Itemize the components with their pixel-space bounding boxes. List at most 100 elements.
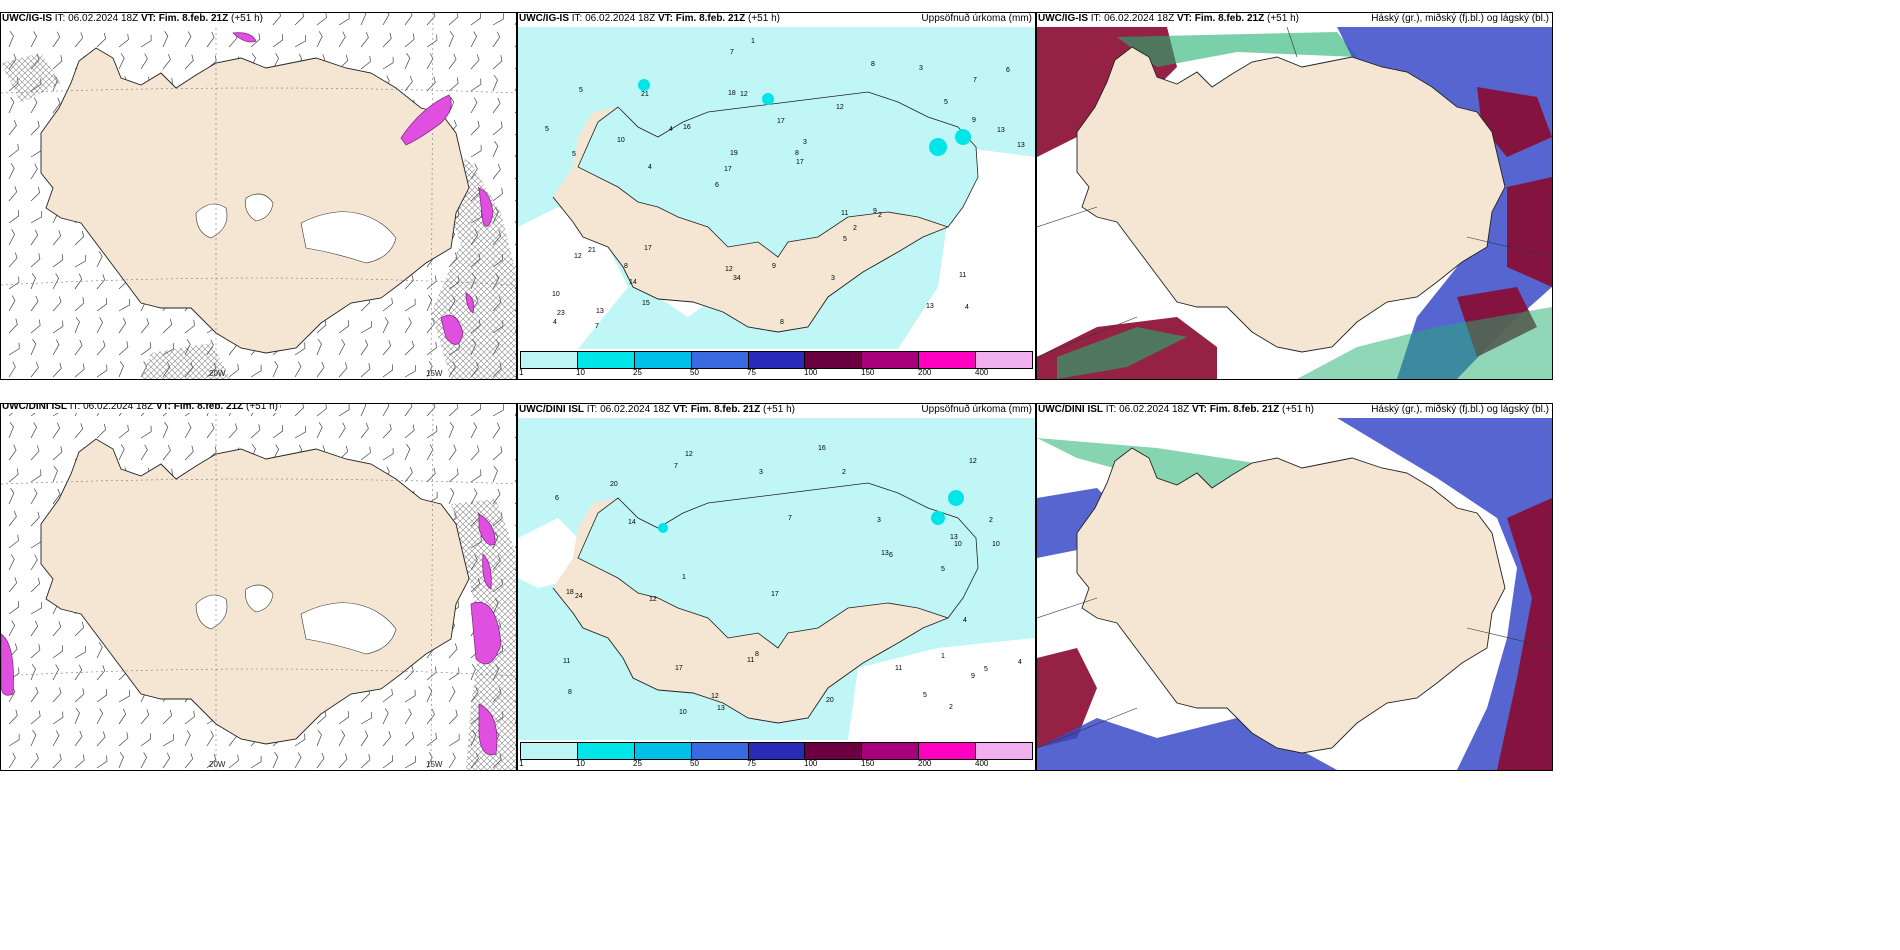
colorbar-swatch [521,352,578,368]
panel-title: UWC/DINI ISL IT: 06.02.2024 18Z VT: Fim.… [1038,404,1316,416]
colorbar-label: 25 [633,759,642,768]
precip-value-label: 13 [717,705,725,712]
colorbar-swatch [919,743,977,759]
precip-value-label: 17 [796,159,804,166]
precip-value-label: 9 [772,263,776,270]
map-panel-ig-precip: UWC/IG-IS IT: 06.02.2024 18Z VT: Fim. 8.… [517,12,1036,380]
colorbar-label: 10 [576,368,585,377]
precip-value-label: 7 [595,323,599,330]
precip-value-label: 2 [842,469,846,476]
precip-value-label: 12 [685,451,693,458]
precip-value-label: 4 [648,164,652,171]
colorbar-label: 1 [519,759,524,768]
precip-value-label: 9 [972,117,976,124]
precip-value-label: 1 [941,653,945,660]
precip-value-label: 17 [724,166,732,173]
precip-value-label: 4 [965,304,969,311]
precip-value-label: 5 [944,99,948,106]
precip-value-label: 17 [644,245,652,252]
precip-value-label: 8 [780,319,784,326]
precip-value-label: 6 [1006,67,1010,74]
panel-field-label: Háský (gr.), miðský (fj.bl.) og lágský (… [1371,13,1549,25]
precip-value-label: 20 [610,481,618,488]
precip-value-label: 8 [624,263,628,270]
panel-field-label: Uppsöfnuð úrkoma (mm) [921,13,1032,25]
precip-value-label: 12 [969,458,977,465]
precip-value-label: 7 [788,515,792,522]
colorbar-label: 75 [747,368,756,377]
precip-value-label: 2 [878,212,882,219]
wind-map[interactable]: 20W 15W [1,404,516,770]
precip-value-label: 1 [682,574,686,581]
precip-value-label: 10 [679,709,687,716]
colorbar-swatch [748,352,806,368]
precip-value-label: 5 [545,126,549,133]
precip-value-label: 14 [629,279,637,286]
map-panel-dini-wind: UWC/DINI ISL IT: 06.02.2024 18Z VT: Fim.… [0,403,517,771]
precip-value-label: 4 [669,126,673,133]
panel-field-label: Háský (gr.), miðský (fj.bl.) og lágský (… [1371,404,1549,416]
precip-value-label: 12 [740,91,748,98]
map-panel-dini-precip: UWC/DINI ISL IT: 06.02.2024 18Z VT: Fim.… [517,403,1036,771]
precip-value-label: 12 [836,104,844,111]
precip-colorbar: 1 10 25 50 75 100 150 200 400 [518,349,1035,379]
precip-value-label: 16 [683,124,691,131]
colorbar-label: 100 [804,368,818,377]
precip-value-label: 4 [963,617,967,624]
colorbar-swatch [577,743,635,759]
precip-value-label: 34 [733,275,741,282]
map-panel-ig-wind: UWC/IG-IS IT: 06.02.2024 18Z VT: Fim. 8.… [0,12,517,380]
colorbar-swatch [862,743,920,759]
colorbar-swatch [634,743,692,759]
colorbar-swatch [805,743,863,759]
colorbar-label: 50 [690,368,699,377]
colorbar-label: 100 [804,759,818,768]
cloud-map[interactable] [1037,27,1552,379]
colorbar-swatch [577,352,635,368]
precip-value-label: 11 [563,658,570,665]
colorbar-label: 50 [690,759,699,768]
precip-map[interactable]: 1 2 5 7 8 12 13 17 12 14 10 6 5 13 11 20 9 7 8 10 18 24 20 13 12… [518,418,1035,740]
colorbar-swatch [691,352,749,368]
precip-value-label: 2 [949,704,953,711]
precip-value-label: 17 [675,665,683,672]
precip-value-label: 13 [997,127,1005,134]
colorbar-swatch [634,352,692,368]
precip-value-label: 18 [728,90,736,97]
colorbar-swatch [976,352,1033,368]
panel-title: UWC/IG-IS IT: 06.02.2024 18Z VT: Fim. 8.… [519,13,782,25]
precip-value-label: 6 [555,495,559,502]
precip-value-label: 2 [853,225,857,232]
colorbar-swatch [748,743,806,759]
precip-value-label: 3 [919,65,923,72]
precip-value-label: 5 [923,692,927,699]
precip-value-label: 9 [873,208,877,215]
lon-label-15w: 15W [426,369,443,378]
precip-value-label: 8 [755,651,759,658]
colorbar-label: 75 [747,759,756,768]
precip-value-label: 10 [552,291,560,298]
precip-value-label: 7 [674,463,678,470]
precip-values: 1257812131712141065131120978101824201312… [555,445,1022,716]
precip-value-label: 20 [826,697,834,704]
precip-value-label: 10 [954,541,962,548]
precip-value-label: 17 [777,118,785,125]
precip-value-label: 11 [747,657,754,664]
precip-value-label: 21 [588,247,596,254]
precip-value-label: 1 [751,38,755,45]
precip-value-label: 19 [730,150,738,157]
precip-value-label: 12 [574,253,582,260]
precip-map[interactable]: 4 5 7 6 12 13 18 17 21 16 10 14 12 3 2 5 7 13 11 9 17 12 19 21 8… [518,27,1035,349]
precip-value-label: 5 [984,666,988,673]
precip-value-label: 4 [1018,659,1022,666]
colorbar-label: 150 [861,368,875,377]
colorbar-label: 200 [918,368,932,377]
precip-value-label: 5 [572,151,576,158]
precip-value-label: 15 [642,300,650,307]
colorbar-label: 25 [633,368,642,377]
precip-value-label: 6 [715,182,719,189]
lon-label-20w: 20W [209,369,226,378]
cloud-map[interactable] [1037,418,1552,770]
precip-value-label: 12 [725,266,733,273]
wind-map[interactable]: 20W 15W [1,13,516,379]
